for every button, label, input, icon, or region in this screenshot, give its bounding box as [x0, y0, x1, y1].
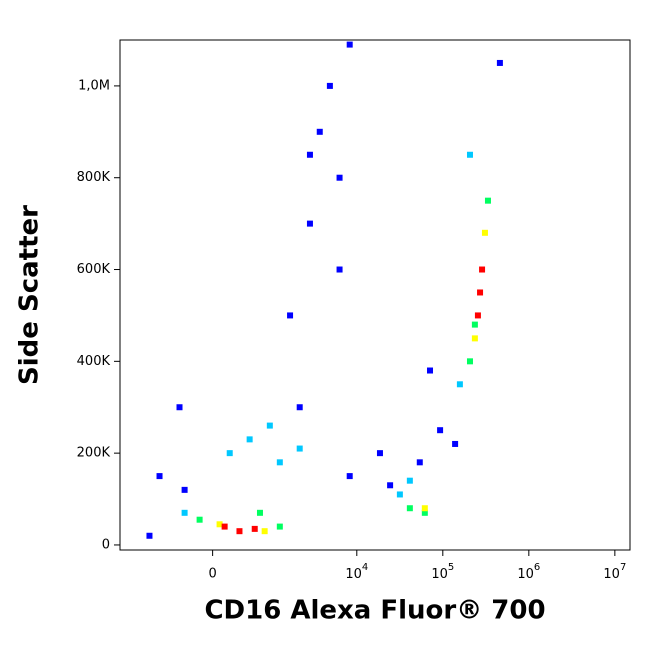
data-point [471, 321, 478, 328]
data-point [316, 128, 323, 135]
y-tick-label: 200K [77, 446, 111, 461]
data-point [466, 151, 473, 158]
data-point [251, 525, 258, 532]
data-point [236, 528, 243, 535]
data-point [181, 509, 188, 516]
x-tick-label: 106 [517, 562, 540, 582]
x-axis-label: CD16 Alexa Fluor® 700 [204, 596, 545, 626]
data-point [276, 459, 283, 466]
x-tick-label: 104 [345, 562, 368, 582]
data-point [221, 523, 228, 530]
y-axis-label: Side Scatter [15, 205, 45, 385]
data-point [387, 482, 394, 489]
data-point [146, 532, 153, 539]
data-point [287, 312, 294, 319]
data-point [181, 486, 188, 493]
data-point [452, 440, 459, 447]
data-point [427, 367, 434, 374]
x-tick-base: 10 [431, 567, 448, 582]
data-point [296, 404, 303, 411]
data-point [376, 450, 383, 457]
data-point [496, 59, 503, 66]
data-point [246, 436, 253, 443]
data-point [266, 422, 273, 429]
x-tick-exponent: 4 [362, 562, 368, 573]
data-point [256, 509, 263, 516]
data-point [421, 505, 428, 512]
data-point [336, 174, 343, 181]
y-tick-label: 800K [77, 170, 111, 185]
data-point [176, 404, 183, 411]
x-tick-base: 10 [603, 567, 620, 582]
data-point [216, 521, 223, 528]
x-tick-base: 10 [345, 567, 362, 582]
x-tick-exponent: 6 [534, 562, 540, 573]
data-point [346, 473, 353, 480]
x-tick-base: 10 [517, 567, 534, 582]
data-point [484, 197, 491, 204]
data-point [421, 509, 428, 516]
data-point [326, 82, 333, 89]
data-point [416, 459, 423, 466]
y-tick-label: 600K [77, 262, 111, 277]
data-point [296, 445, 303, 452]
plot-frame [119, 39, 631, 551]
data-point [276, 523, 283, 530]
data-point [306, 220, 313, 227]
data-point [477, 289, 484, 296]
x-tick-exponent: 7 [620, 562, 626, 573]
data-point [466, 358, 473, 365]
data-point [226, 450, 233, 457]
data-point [474, 312, 481, 319]
x-tick-label: 0 [208, 567, 216, 582]
data-point [346, 41, 353, 48]
data-point [406, 477, 413, 484]
data-point [396, 491, 403, 498]
x-tick-exponent: 5 [448, 562, 454, 573]
data-point [437, 427, 444, 434]
data-point [456, 381, 463, 388]
data-point [481, 229, 488, 236]
data-point [156, 473, 163, 480]
y-tick-label: 0 [102, 537, 110, 552]
y-tick-label: 1,0M [78, 78, 110, 93]
data-point [479, 266, 486, 273]
data-point [306, 151, 313, 158]
data-point [196, 516, 203, 523]
x-tick-label: 105 [431, 562, 454, 582]
x-tick-label: 107 [603, 562, 626, 582]
data-point [471, 335, 478, 342]
data-point [406, 505, 413, 512]
y-tick-label: 400K [77, 354, 111, 369]
data-point [336, 266, 343, 273]
data-point [261, 528, 268, 535]
